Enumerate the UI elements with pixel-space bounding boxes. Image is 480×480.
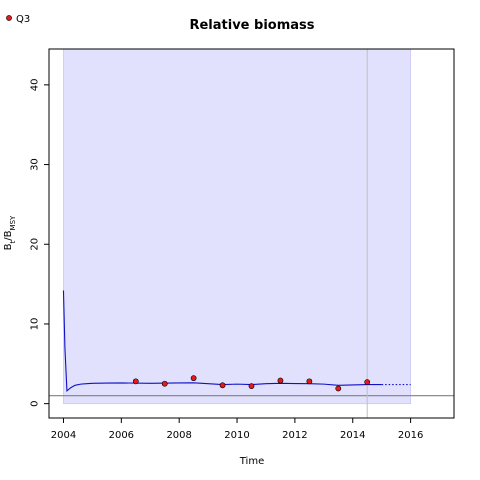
legend-marker-q3 <box>6 15 12 21</box>
y-tick-label: 40 <box>30 78 41 91</box>
y-axis: 0 10 20 30 40 <box>30 78 49 407</box>
x-tick-label: 2006 <box>109 430 134 441</box>
shaded-region <box>63 48 412 405</box>
x-tick-label: 2012 <box>282 430 307 441</box>
x-tick-label: 2008 <box>166 430 191 441</box>
chart-title: Relative biomass <box>189 18 314 33</box>
x-tick-label: 2014 <box>340 430 365 441</box>
y-axis-label: Bt/BMSY <box>3 215 17 250</box>
y-tick-label: 10 <box>30 318 41 331</box>
plot-frame <box>48 48 455 419</box>
series-line-fit <box>62 290 382 393</box>
data-point <box>161 380 168 387</box>
legend-label-q3: Q3 <box>16 14 30 25</box>
x-axis: 2004 2006 2008 2010 2012 2014 2016 <box>51 418 423 441</box>
data-point <box>364 379 371 386</box>
x-tick-label: 2004 <box>51 430 76 441</box>
data-point <box>306 378 313 385</box>
data-point <box>219 382 226 389</box>
x-tick-label: 2010 <box>224 430 249 441</box>
legend: Q3 <box>6 14 30 25</box>
x-tick-label: 2016 <box>398 430 423 441</box>
plot-background <box>63 48 412 405</box>
reference-lines <box>49 49 454 418</box>
data-point <box>190 375 197 382</box>
y-tick-label: 0 <box>30 400 41 406</box>
data-point <box>335 385 342 392</box>
series-layer <box>62 290 411 393</box>
y-tick-label: 30 <box>30 158 41 171</box>
y-tick-label: 20 <box>30 238 41 251</box>
points-layer <box>132 375 371 392</box>
data-point <box>277 377 284 384</box>
x-axis-label: Time <box>239 456 264 467</box>
data-point <box>248 383 255 390</box>
data-point <box>132 378 139 385</box>
